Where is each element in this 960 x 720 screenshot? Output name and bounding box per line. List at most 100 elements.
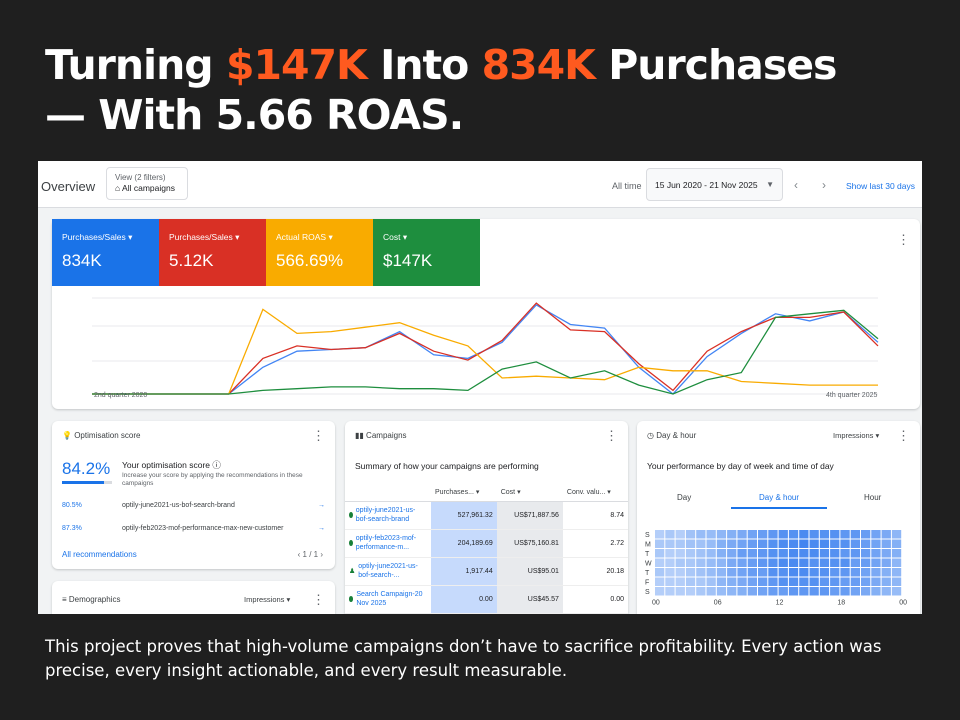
heatmap-cell[interactable] (830, 549, 840, 558)
heatmap-cell[interactable] (758, 568, 768, 577)
heatmap-cell[interactable] (727, 530, 737, 539)
heatmap-cell[interactable] (819, 558, 830, 568)
tab-day-hour[interactable]: Day & hour (759, 493, 800, 502)
heatmap-cell[interactable] (716, 530, 727, 539)
metric-tile[interactable]: Actual ROAS ▾ 566.69% (266, 219, 373, 286)
table-row[interactable]: ♟ optily-june2021-us-bof-search-... 1,917.… (345, 557, 628, 586)
heatmap-cell[interactable] (655, 530, 665, 539)
heatmap-cell[interactable] (696, 549, 706, 558)
heatmap-cell[interactable] (727, 549, 737, 558)
heatmap-cell[interactable] (799, 587, 809, 596)
heatmap-cell[interactable] (758, 577, 768, 587)
campaign-name[interactable]: Search Campaign-20 Nov 2025 (345, 585, 431, 614)
table-row[interactable]: Search Campaign-20 Nov 2025 0.00 US$45.57 0… (345, 585, 628, 614)
more-vert-icon[interactable]: ⋮ (312, 592, 325, 607)
heatmap-cell[interactable] (655, 577, 665, 587)
heatmap-cell[interactable] (840, 587, 850, 596)
heatmap-cell[interactable] (861, 530, 871, 539)
heatmap-cell[interactable] (696, 577, 706, 587)
heatmap-cell[interactable] (809, 549, 819, 558)
heatmap-cell[interactable] (768, 549, 778, 558)
table-row[interactable]: optily-june2021-us-bof-search-brand 527,9… (345, 501, 628, 530)
heatmap-cell[interactable] (881, 549, 891, 558)
metric-dropdown[interactable]: Impressions ▾ (244, 595, 291, 604)
heatmap-cell[interactable] (840, 549, 850, 558)
heatmap-cell[interactable] (778, 568, 788, 577)
heatmap-cell[interactable] (871, 539, 881, 549)
heatmap-cell[interactable] (819, 530, 830, 539)
heatmap-cell[interactable] (840, 558, 850, 568)
heatmap-cell[interactable] (891, 577, 902, 587)
heatmap-cell[interactable] (747, 549, 757, 558)
table-row[interactable]: optily-feb2023-mof-performance-m... 204,1… (345, 529, 628, 558)
heatmap-cell[interactable] (716, 587, 727, 596)
more-vert-icon[interactable]: ⋮ (312, 428, 325, 443)
heatmap-cell[interactable] (655, 568, 665, 577)
heatmap-cell[interactable] (778, 549, 788, 558)
heatmap-cell[interactable] (737, 530, 747, 539)
heatmap-cell[interactable] (819, 539, 830, 549)
heatmap-cell[interactable] (809, 558, 819, 568)
heatmap-cell[interactable] (788, 539, 799, 549)
heatmap-cell[interactable] (861, 577, 871, 587)
heatmap-cell[interactable] (675, 558, 685, 568)
heatmap-cell[interactable] (706, 577, 716, 587)
col-conv[interactable]: Conv. valu... ▾ (562, 483, 628, 502)
heatmap-cell[interactable] (737, 587, 747, 596)
metric-tile[interactable]: Purchases/Sales ▾ 5.12K (159, 219, 266, 286)
recommendation-row[interactable]: 87.3% optily-feb2023-mof-performance-max-… (62, 525, 325, 532)
heatmap-cell[interactable] (778, 558, 788, 568)
metric-dropdown[interactable]: Impressions ▾ (833, 431, 880, 440)
all-recommendations-link[interactable]: All recommendations (62, 550, 137, 559)
metric-tile[interactable]: Purchases/Sales ▾ 834K (52, 219, 159, 286)
heatmap-cell[interactable] (696, 539, 706, 549)
heatmap-cell[interactable] (799, 539, 809, 549)
heatmap-cell[interactable] (788, 558, 799, 568)
heatmap-cell[interactable] (891, 549, 902, 558)
heatmap-cell[interactable] (747, 530, 757, 539)
heatmap-cell[interactable] (685, 539, 696, 549)
heatmap-cell[interactable] (758, 539, 768, 549)
heatmap-cell[interactable] (850, 558, 860, 568)
heatmap-cell[interactable] (706, 539, 716, 549)
heatmap-cell[interactable] (696, 587, 706, 596)
heatmap-cell[interactable] (819, 549, 830, 558)
heatmap-cell[interactable] (891, 539, 902, 549)
heatmap-cell[interactable] (881, 558, 891, 568)
heatmap-cell[interactable] (788, 587, 799, 596)
heatmap-cell[interactable] (747, 539, 757, 549)
heatmap-cell[interactable] (871, 577, 881, 587)
heatmap-cell[interactable] (665, 587, 675, 596)
heatmap-cell[interactable] (861, 558, 871, 568)
heatmap-cell[interactable] (768, 568, 778, 577)
heatmap-cell[interactable] (655, 587, 665, 596)
more-vert-icon[interactable]: ⋮ (897, 428, 910, 443)
heatmap-cell[interactable] (706, 568, 716, 577)
view-filter-button[interactable]: View (2 filters) ⌂ All campaigns (106, 167, 188, 200)
heatmap-cell[interactable] (716, 558, 727, 568)
col-purchases[interactable]: Purchases... ▾ (431, 483, 497, 502)
campaign-name[interactable]: optily-feb2023-mof-performance-m... (345, 529, 431, 558)
heatmap-cell[interactable] (871, 568, 881, 577)
heatmap-cell[interactable] (675, 587, 685, 596)
heatmap-cell[interactable] (685, 587, 696, 596)
heatmap-cell[interactable] (696, 558, 706, 568)
heatmap-cell[interactable] (727, 577, 737, 587)
heatmap-cell[interactable] (665, 558, 675, 568)
heatmap-cell[interactable] (758, 549, 768, 558)
heatmap-cell[interactable] (850, 530, 860, 539)
chevron-left-icon[interactable]: ‹ (297, 550, 301, 559)
heatmap-cell[interactable] (840, 577, 850, 587)
metric-tile[interactable]: Cost ▾ $147K (373, 219, 480, 286)
heatmap-cell[interactable] (778, 539, 788, 549)
heatmap-cell[interactable] (788, 577, 799, 587)
heatmap-cell[interactable] (758, 558, 768, 568)
heatmap-cell[interactable] (778, 577, 788, 587)
heatmap-cell[interactable] (665, 530, 675, 539)
heatmap-cell[interactable] (778, 530, 788, 539)
heatmap-cell[interactable] (830, 530, 840, 539)
heatmap-cell[interactable] (809, 530, 819, 539)
heatmap-cell[interactable] (850, 549, 860, 558)
heatmap-cell[interactable] (696, 568, 706, 577)
heatmap-cell[interactable] (809, 539, 819, 549)
